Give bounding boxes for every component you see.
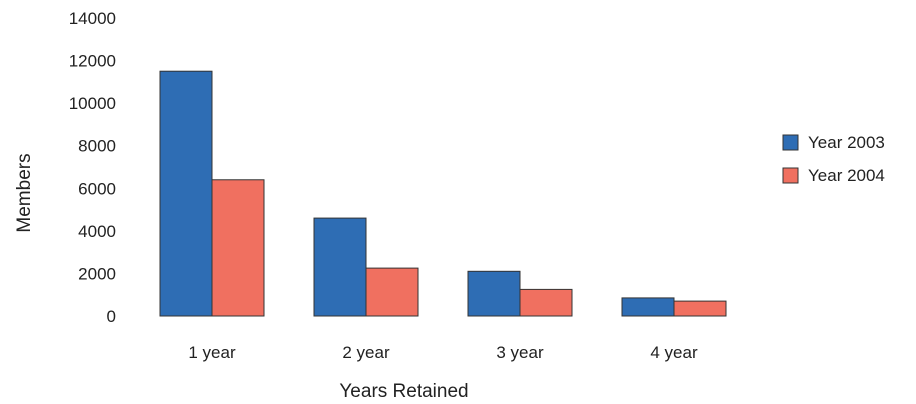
legend-label: Year 2003	[808, 133, 885, 152]
x-axis-title: Years Retained	[339, 381, 468, 402]
y-tick-label: 8000	[78, 137, 116, 156]
bar-year-2004-3-year	[519, 288, 573, 317]
bar-year-2004-2-year	[365, 267, 419, 317]
legend-swatch	[782, 134, 799, 151]
y-tick-label: 0	[107, 307, 116, 326]
x-tick-label: 4 year	[650, 343, 698, 362]
x-tick-label: 1 year	[188, 343, 236, 362]
x-tick-label: 2 year	[342, 343, 390, 362]
bar-year-2003-2-year	[313, 217, 367, 317]
y-axis-ticks: 0 2000 4000 6000 8000 10000 12000 14000	[69, 9, 116, 326]
y-tick-label: 10000	[69, 94, 116, 113]
y-tick-label: 12000	[69, 52, 116, 71]
y-axis-title: Members	[14, 153, 35, 232]
bar-year-2003-1-year	[159, 70, 213, 317]
legend-swatch	[782, 167, 799, 184]
legend-label: Year 2004	[808, 166, 885, 185]
y-tick-label: 14000	[69, 9, 116, 28]
bar-year-2003-3-year	[467, 270, 521, 317]
x-tick-label: 3 year	[496, 343, 544, 362]
legend: Year 2003 Year 2004	[782, 133, 885, 185]
bar-year-2004-1-year	[211, 179, 265, 317]
y-tick-label: 6000	[78, 179, 116, 198]
x-axis-ticks: 1 year 2 year 3 year 4 year	[188, 343, 698, 362]
bars	[159, 70, 727, 317]
bar-year-2004-4-year	[673, 300, 727, 317]
y-tick-label: 2000	[78, 264, 116, 283]
bar-year-2003-4-year	[621, 297, 675, 317]
y-tick-label: 4000	[78, 222, 116, 241]
